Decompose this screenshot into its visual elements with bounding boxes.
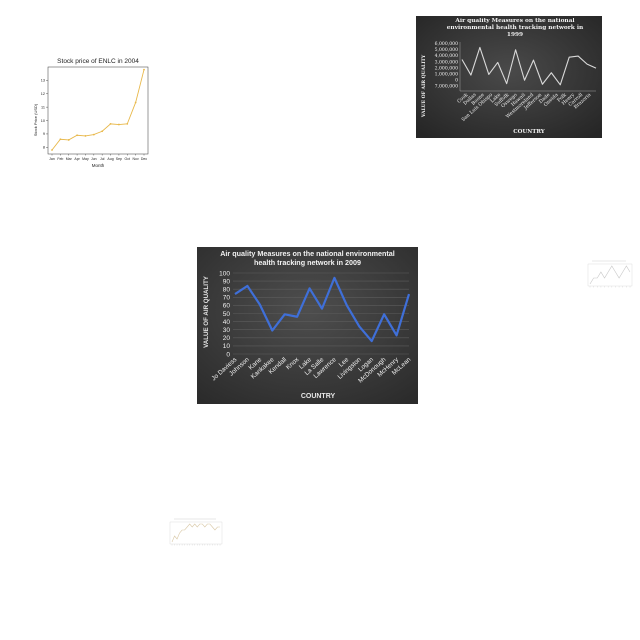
- y-tick-label: 60: [223, 303, 231, 310]
- y-tick-label: 10: [223, 343, 231, 350]
- y-tick-label: 90: [223, 278, 231, 285]
- x-axis-label: COUNTRY: [301, 393, 336, 400]
- x-tick-label: Jun: [91, 157, 97, 161]
- y-tick-label: 10: [41, 119, 45, 123]
- series-line: [171, 523, 220, 543]
- plot-frame: [47, 66, 149, 155]
- series-line: [589, 265, 631, 285]
- mini-chart-bottom: [169, 518, 223, 546]
- data-point: [109, 122, 112, 125]
- x-axis-label: Month: [92, 163, 105, 168]
- y-tick-label: 7,000,000: [435, 84, 458, 90]
- x-tick-label: Jan: [49, 157, 55, 161]
- mini-chart-right: [587, 260, 633, 288]
- data-point: [134, 101, 137, 104]
- plot-frame: [169, 521, 223, 545]
- x-tick-label: Feb: [57, 157, 63, 161]
- data-point: [143, 68, 145, 71]
- y-tick-label: 3,000,000: [435, 59, 458, 65]
- x-tick-label: May: [82, 157, 89, 161]
- mini-chart-right-panel: [584, 258, 634, 292]
- x-tick-label: Aug: [107, 157, 113, 161]
- stock-chart-panel: Stock price of ENLC in 2004 8 9 10 11 12 13 Ja…: [28, 52, 152, 170]
- aq2009-chart: Air quality Measures on the national env…: [197, 247, 418, 404]
- data-point: [51, 149, 53, 151]
- y-tick-label: 8: [43, 146, 45, 150]
- series-line: [234, 276, 411, 343]
- y-axis-label: VALUE OF AIR QUALITY: [421, 54, 427, 118]
- chart-title: Air quality Measures on the national env…: [446, 18, 584, 38]
- chart-title: Stock price of ENLC in 2004: [57, 58, 139, 65]
- data-point: [101, 130, 104, 133]
- x-tick-label: Jul: [100, 157, 105, 161]
- data-point: [76, 134, 78, 137]
- y-tick-label: 11: [41, 105, 45, 109]
- x-tick-label: Oct: [125, 157, 130, 161]
- data-point: [67, 139, 70, 141]
- mini-chart-bottom-panel: [166, 516, 224, 550]
- y-tick-label: 6,000,000: [435, 41, 458, 47]
- plot-frame: [587, 263, 633, 287]
- y-tick-label: 50: [223, 311, 231, 318]
- chart-title: Air quality Measures on the national env…: [220, 249, 395, 267]
- data-point: [118, 123, 120, 126]
- x-tick-label: Polk: [556, 92, 568, 103]
- y-tick-label: 0: [455, 78, 458, 84]
- data-point: [59, 138, 62, 141]
- stock-chart: Stock price of ENLC in 2004 8 9 10 11 12 13 Ja…: [33, 58, 149, 168]
- series-line: [461, 46, 597, 86]
- y-tick-label: 30: [223, 327, 231, 334]
- y-tick-label: 0: [226, 351, 230, 358]
- y-tick-label: 1,000,000: [435, 72, 458, 78]
- y-tick-label: 13: [41, 79, 45, 83]
- y-tick-label: 2,000,000: [435, 65, 458, 71]
- x-tick-label: Mar: [66, 157, 73, 161]
- y-tick-label: 20: [223, 335, 231, 342]
- x-tick-label: Apr: [74, 157, 80, 161]
- data-point: [126, 122, 129, 125]
- aq1999-chart: Air quality Measures on the national env…: [416, 16, 602, 138]
- y-tick-label: 9: [43, 132, 45, 136]
- y-axis-label: Stock Price (USD): [33, 103, 38, 136]
- aq2009-chart-panel: Air quality Measures on the national env…: [197, 247, 418, 404]
- data-point: [84, 135, 87, 137]
- aq1999-chart-panel: Air quality Measures on the national env…: [416, 16, 602, 138]
- series-line: [51, 69, 145, 151]
- y-tick-label: 80: [223, 287, 231, 294]
- y-tick-label: 12: [41, 92, 45, 96]
- y-tick-label: 4,000,000: [435, 53, 458, 59]
- x-tick-label: Dec: [141, 157, 147, 161]
- y-tick-label: 40: [223, 319, 231, 326]
- x-axis-label: COUNTRY: [513, 129, 544, 135]
- y-axis-label: VALUE OF AIR QUALITY: [203, 275, 210, 348]
- x-tick-label: Nov: [133, 157, 139, 161]
- y-tick-label: 100: [219, 270, 230, 277]
- x-tick-label: Sep: [116, 157, 122, 161]
- data-point: [92, 133, 95, 136]
- y-tick-label: 5,000,000: [435, 47, 458, 53]
- y-tick-label: 70: [223, 295, 231, 302]
